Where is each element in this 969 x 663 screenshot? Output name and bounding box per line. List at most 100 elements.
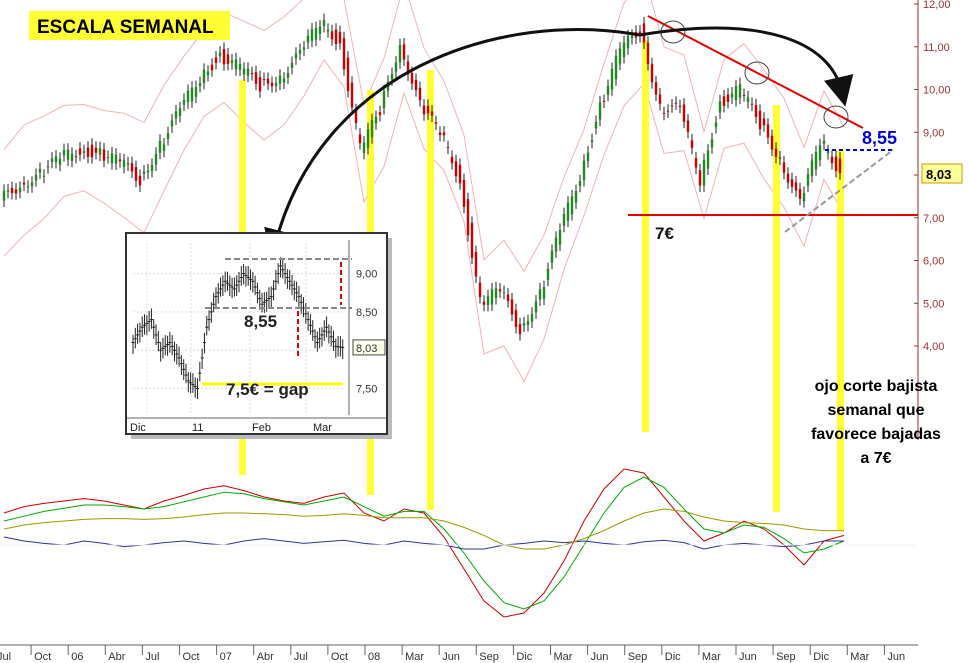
inset-tick-label: 8,50 <box>356 307 377 319</box>
price-candle-body <box>614 55 618 80</box>
time-tick-label: Jun <box>887 651 905 663</box>
price-candle-body <box>222 48 226 65</box>
price-tick-label: 11,00 <box>923 42 950 54</box>
price-candle-body <box>306 35 310 43</box>
price-candle-body <box>630 35 634 39</box>
inset-time-label: Mar <box>313 422 332 434</box>
price-candle-body <box>666 110 670 112</box>
price-candle-body <box>82 151 86 153</box>
price-candle-body <box>298 49 302 54</box>
inset-frame <box>125 232 388 435</box>
price-candle-body <box>394 62 398 72</box>
price-candle-body <box>810 160 814 177</box>
price-candle-body <box>762 118 766 126</box>
inset-label-gap: 7,5€ = gap <box>226 380 309 399</box>
price-candle-body <box>694 158 698 168</box>
price-candle-body <box>594 121 598 129</box>
oscillator-panel <box>0 468 915 618</box>
price-candle-body <box>370 120 374 138</box>
price-candle-body <box>130 163 134 172</box>
price-candle-body <box>550 250 554 263</box>
price-candle-body <box>606 86 610 95</box>
price-candle-body <box>706 150 710 169</box>
price-candle-body <box>398 45 402 63</box>
price-candle-body <box>538 289 542 300</box>
price-candle-body <box>662 113 666 115</box>
price-candle-body <box>490 289 494 305</box>
price-candle-body <box>302 47 306 50</box>
price-candle-body <box>366 129 370 149</box>
price-candle-body <box>418 87 422 101</box>
price-candle-body <box>518 324 522 335</box>
price-candle-body <box>42 175 46 177</box>
inset-daily-chart: 8,55 7,5€ = gap 9,00 8,50 8,03 7,50 Dic 11 Fe… <box>125 232 392 439</box>
price-candle-body <box>218 52 222 57</box>
price-candle-body <box>154 153 158 165</box>
time-tick-label: Jun <box>739 651 757 663</box>
curved-arrow-to-inset <box>264 28 641 260</box>
price-candle-body <box>442 132 446 136</box>
price-candle-body <box>362 142 366 153</box>
price-candle-body <box>466 199 470 236</box>
price-candle-body <box>258 77 262 92</box>
price-candle-body <box>122 160 126 167</box>
price-candle-body <box>674 102 678 104</box>
price-candle-body <box>118 159 122 162</box>
price-candle-body <box>454 161 458 177</box>
price-candle-body <box>778 157 782 159</box>
price-candle-body <box>770 135 774 150</box>
price-candle-body <box>378 112 382 116</box>
price-candle-body <box>530 313 534 322</box>
price-candle-body <box>562 213 566 226</box>
time-tick-label: Dic <box>516 651 532 663</box>
price-candle-body <box>334 29 338 44</box>
price-candle-body <box>326 29 330 32</box>
price-candle-body <box>410 72 414 84</box>
price-candle-body <box>830 156 834 164</box>
price-candle-body <box>70 153 74 161</box>
price-candle-body <box>358 134 362 144</box>
price-candle-body <box>586 152 590 162</box>
price-candle-body <box>714 122 718 128</box>
price-candle-body <box>210 64 214 71</box>
price-candle-body <box>406 61 410 75</box>
annotation-note: ojo corte bajista semanal que favorece baj… <box>811 378 941 467</box>
inset-label-855: 8,55 <box>244 312 277 331</box>
price-candle-body <box>554 237 558 252</box>
highlight-bar <box>427 70 434 510</box>
price-candle-body <box>534 301 538 313</box>
price-candle-body <box>722 96 726 106</box>
price-candle-body <box>46 166 50 168</box>
time-tick-label: Mar <box>554 651 573 663</box>
inset-last-box <box>352 339 386 356</box>
price-candle-body <box>38 168 42 173</box>
price-candle-body <box>678 106 682 108</box>
time-tick-label: Abr <box>108 651 125 663</box>
last-value-box <box>921 163 963 184</box>
price-candle-body <box>170 120 174 127</box>
price-candle-body <box>146 170 150 173</box>
price-candle-body <box>786 173 790 183</box>
time-tick-label: 06 <box>71 651 83 663</box>
price-candle-body <box>150 164 154 172</box>
chart-title: ESCALA SEMANAL <box>37 17 214 38</box>
last-value-label: 8,03 <box>926 167 951 182</box>
price-candle-body <box>178 108 182 116</box>
price-candle-body <box>430 111 434 116</box>
price-candle-body <box>114 154 118 164</box>
price-candle-body <box>702 159 706 186</box>
price-tick-label: 5,00 <box>923 298 944 310</box>
price-candle-body <box>446 147 450 149</box>
time-tick-label: Jun <box>442 651 460 663</box>
time-tick-label: Mar <box>702 651 721 663</box>
price-candle-body <box>686 120 690 132</box>
time-tick-label: 07 <box>220 651 232 663</box>
price-candle-body <box>22 182 26 185</box>
price-candle-body <box>14 189 18 194</box>
price-candle-body <box>618 48 622 64</box>
price-candle-body <box>578 181 582 186</box>
price-candle-body <box>322 20 326 27</box>
price-candle-body <box>754 104 758 118</box>
curved-arrow-to-target <box>639 26 854 107</box>
